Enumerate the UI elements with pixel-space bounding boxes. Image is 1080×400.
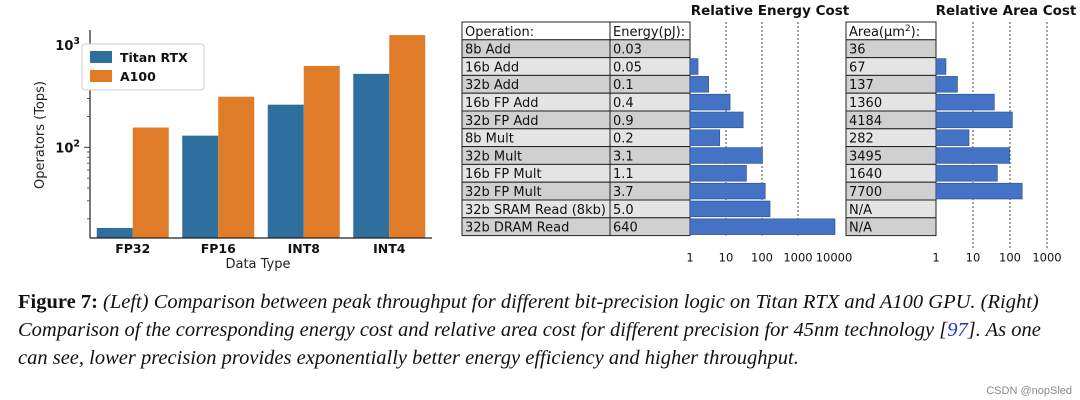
watermark: CSDN @nopSled (986, 385, 1072, 397)
operation-header: Operation: (465, 25, 534, 40)
x-tick-label: INT4 (373, 241, 406, 256)
legend-frame (81, 43, 205, 91)
energy-value: 640 (613, 221, 638, 236)
x-tick-label: FP16 (201, 241, 236, 256)
energy-bar (689, 218, 836, 235)
energy-header: Energy(pJ): (613, 25, 685, 40)
energy-bar (689, 58, 699, 75)
legend: Titan RTX A100 (81, 43, 205, 91)
area-bar (935, 147, 1010, 164)
y-axis-label: Operators (Tops) (33, 81, 48, 189)
area-bar (935, 129, 970, 146)
area-chart-title: Relative Area Cost (936, 3, 1077, 19)
energy-bar (689, 182, 766, 200)
area-value: 67 (849, 60, 866, 75)
x-axis-label: Data Type (225, 257, 290, 272)
operation-label: 16b Add (465, 60, 519, 75)
bar-titan-rtx-int8 (267, 104, 304, 239)
energy-chart-title: Relative Energy Cost (691, 3, 850, 19)
caption-text: (Left) Comparison between peak throughpu… (18, 291, 1039, 341)
operation-label: 32b FP Add (465, 114, 539, 129)
area-value: 4184 (849, 114, 882, 129)
area-value: 36 (849, 43, 866, 58)
energy-value: 0.4 (613, 96, 634, 111)
throughput-bar-chart: 102 103 FP32 FP16 INT8 INT4 Operators (Tops)… (33, 30, 432, 272)
energy-value: 5.0 (613, 203, 634, 218)
energy-area-figure: Relative Energy Cost Relative Area Cost … (461, 3, 1077, 265)
energy-value: 0.1 (613, 78, 634, 93)
energy-x-tick-label: 1000 (783, 251, 812, 265)
figure-caption: Figure 7: (Left) Comparison between peak… (18, 288, 1068, 372)
bar-a100-fp16 (218, 96, 255, 238)
area-value: 7700 (849, 185, 882, 200)
area-value: N/A (849, 221, 872, 236)
area-value: 137 (849, 78, 874, 93)
area-x-tick-label: 100 (999, 251, 1021, 265)
area-bar (935, 58, 947, 75)
energy-bar (689, 93, 731, 111)
x-tick-label: FP32 (115, 241, 150, 256)
operation-label: 32b FP Mult (465, 185, 542, 200)
energy-bar (689, 76, 709, 93)
energy-bar (689, 147, 763, 164)
area-value: 282 (849, 132, 874, 147)
operation-label: 32b DRAM Read (465, 221, 569, 236)
operation-label: 8b Mult (465, 132, 514, 147)
y-tick-label: 102 (55, 138, 80, 156)
operation-label: 16b FP Add (465, 96, 539, 111)
energy-x-tick-label: 10000 (816, 251, 853, 265)
legend-swatch-titan-rtx (90, 51, 112, 63)
area-value: 1360 (849, 96, 882, 111)
energy-bar (689, 111, 744, 129)
energy-value: 0.03 (613, 43, 642, 58)
energy-value: 0.2 (613, 132, 634, 147)
area-header: Area(μm2): (849, 24, 920, 40)
operation-label: 8b Add (465, 43, 511, 58)
energy-value: 3.1 (613, 149, 634, 164)
y-tick-label: 103 (55, 36, 80, 54)
bar-a100-int4 (389, 35, 426, 238)
bar-a100-fp32 (132, 127, 169, 238)
area-value: 1640 (849, 167, 882, 182)
area-bar (935, 76, 958, 93)
legend-swatch-a100 (90, 70, 112, 82)
energy-x-tick-label: 10 (719, 251, 734, 265)
energy-bar (689, 200, 771, 218)
area-x-tick-label: 1 (932, 251, 939, 265)
legend-label-a100: A100 (120, 69, 156, 84)
bar-titan-rtx-fp16 (182, 135, 219, 238)
area-bar (935, 165, 998, 182)
area-bar (935, 111, 1013, 129)
citation-link[interactable]: 97 (947, 319, 968, 341)
energy-x-tick-label: 1 (686, 251, 693, 265)
energy-x-tick-label: 100 (751, 251, 773, 265)
area-bar (935, 182, 1023, 200)
operation-label: 16b FP Mult (465, 167, 542, 182)
area-x-tick-label: 10 (966, 251, 981, 265)
bar-titan-rtx-int4 (353, 73, 390, 238)
x-tick-label: INT8 (288, 241, 320, 256)
operation-label: 32b Mult (465, 149, 522, 164)
energy-bar (689, 165, 747, 182)
energy-value: 1.1 (613, 167, 634, 182)
caption-text-end: ]. As one can see, lower precision provi… (18, 319, 1041, 369)
area-bar (935, 93, 995, 111)
operation-label: 32b SRAM Read (8kb) (465, 203, 606, 218)
area-value: N/A (849, 203, 872, 218)
energy-bar (689, 129, 721, 146)
energy-value: 0.05 (613, 60, 642, 75)
caption-label: Figure 7: (18, 291, 98, 313)
area-table-row (845, 217, 937, 237)
area-value: 3495 (849, 149, 882, 164)
bar-a100-int8 (303, 65, 340, 239)
energy-value: 3.7 (613, 185, 634, 200)
energy-value: 0.9 (613, 114, 634, 129)
legend-label-titan-rtx: Titan RTX (120, 50, 188, 65)
area-x-tick-label: 1000 (1032, 251, 1061, 265)
bar-titan-rtx-fp32 (96, 227, 133, 238)
operation-label: 32b Add (465, 78, 519, 93)
